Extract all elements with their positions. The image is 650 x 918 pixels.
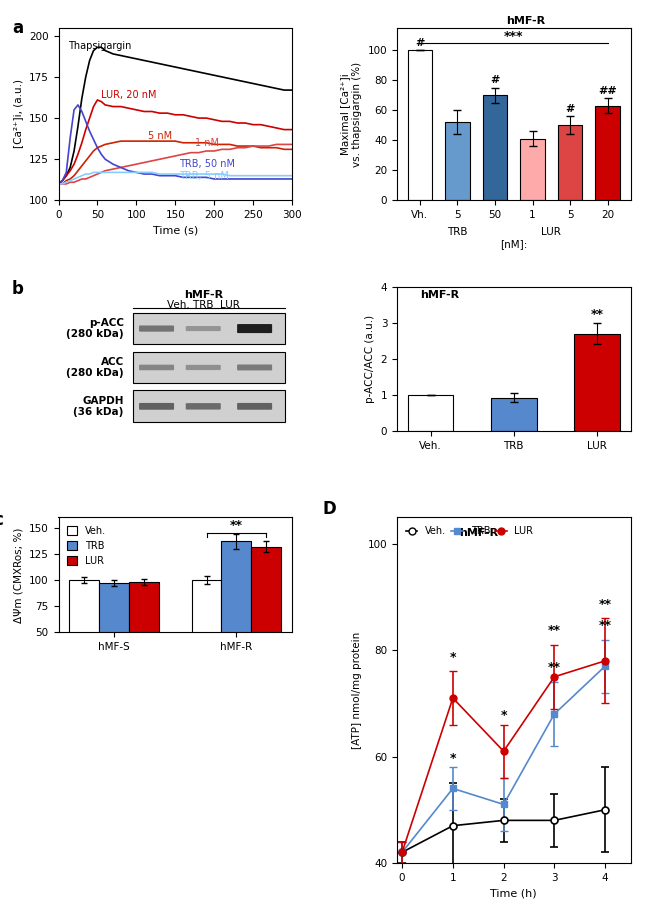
Text: LUR: LUR bbox=[541, 227, 561, 237]
Bar bbox=[129, 582, 159, 685]
Text: ACC
(280 kDa): ACC (280 kDa) bbox=[66, 357, 124, 378]
Y-axis label: ΔΨm (CMXRos; %): ΔΨm (CMXRos; %) bbox=[14, 527, 23, 622]
Bar bbox=[574, 333, 620, 431]
Bar bbox=[222, 542, 252, 685]
Text: Veh. TRB  LUR: Veh. TRB LUR bbox=[167, 300, 240, 309]
Text: #: # bbox=[490, 75, 500, 85]
Legend: Veh., TRB, LUR: Veh., TRB, LUR bbox=[63, 522, 110, 569]
Bar bbox=[595, 106, 620, 200]
Y-axis label: Maximal [Ca²⁺]i
vs. thapsigargin (%): Maximal [Ca²⁺]i vs. thapsigargin (%) bbox=[341, 62, 362, 166]
Text: a: a bbox=[12, 19, 23, 37]
FancyBboxPatch shape bbox=[186, 326, 221, 331]
FancyBboxPatch shape bbox=[237, 403, 272, 409]
FancyBboxPatch shape bbox=[139, 403, 174, 409]
FancyBboxPatch shape bbox=[133, 313, 285, 344]
X-axis label: [nM]:: [nM]: bbox=[500, 240, 527, 250]
Y-axis label: [Ca²⁺]i, (a.u.): [Ca²⁺]i, (a.u.) bbox=[14, 80, 23, 149]
Text: c: c bbox=[0, 511, 3, 530]
Y-axis label: p-ACC/ACC (a.u.): p-ACC/ACC (a.u.) bbox=[365, 315, 375, 403]
Bar bbox=[521, 139, 545, 200]
Text: #: # bbox=[415, 38, 424, 48]
X-axis label: Time (h): Time (h) bbox=[491, 889, 537, 898]
Bar bbox=[445, 122, 470, 200]
FancyBboxPatch shape bbox=[133, 390, 285, 422]
Y-axis label: [ATP] nmol/mg protein: [ATP] nmol/mg protein bbox=[352, 632, 362, 749]
Text: Thapsigargin: Thapsigargin bbox=[68, 41, 131, 50]
FancyBboxPatch shape bbox=[186, 364, 221, 370]
Text: **: ** bbox=[548, 662, 561, 675]
Text: hMF-R: hMF-R bbox=[184, 290, 223, 299]
Bar bbox=[192, 580, 222, 685]
Text: *: * bbox=[500, 710, 507, 722]
Text: ***: *** bbox=[504, 29, 523, 42]
Text: 5 nM: 5 nM bbox=[148, 131, 172, 141]
Legend: Veh., TRB, LUR: Veh., TRB, LUR bbox=[402, 522, 538, 540]
Text: **: ** bbox=[548, 624, 561, 637]
Text: TRB, 50 nM: TRB, 50 nM bbox=[179, 160, 235, 170]
FancyBboxPatch shape bbox=[237, 364, 272, 371]
Bar bbox=[491, 397, 537, 431]
Text: LUR, 20 nM: LUR, 20 nM bbox=[101, 90, 157, 100]
Text: *: * bbox=[450, 752, 456, 765]
X-axis label: Time (s): Time (s) bbox=[153, 226, 198, 236]
Text: **: ** bbox=[599, 598, 612, 610]
Text: ##: ## bbox=[598, 85, 617, 95]
Text: b: b bbox=[12, 280, 23, 297]
Bar bbox=[408, 50, 432, 200]
Bar bbox=[558, 125, 582, 200]
Text: **: ** bbox=[599, 619, 612, 632]
Bar bbox=[483, 95, 507, 200]
Text: **: ** bbox=[590, 308, 603, 321]
Text: TRB: TRB bbox=[447, 227, 467, 237]
Bar bbox=[99, 583, 129, 685]
FancyBboxPatch shape bbox=[237, 324, 272, 333]
Bar bbox=[408, 395, 454, 431]
Text: 1 nM: 1 nM bbox=[195, 138, 218, 148]
FancyBboxPatch shape bbox=[186, 403, 221, 409]
Text: **: ** bbox=[230, 519, 243, 532]
Bar bbox=[69, 580, 99, 685]
Text: D: D bbox=[322, 500, 336, 518]
FancyBboxPatch shape bbox=[139, 326, 174, 331]
Bar bbox=[252, 546, 281, 685]
Text: hMF-R: hMF-R bbox=[421, 290, 460, 300]
Text: p-ACC
(280 kDa): p-ACC (280 kDa) bbox=[66, 318, 124, 340]
FancyBboxPatch shape bbox=[133, 352, 285, 384]
Text: hMF-R: hMF-R bbox=[459, 528, 499, 538]
Text: *: * bbox=[450, 651, 456, 664]
Text: TRB, 5 nM: TRB, 5 nM bbox=[179, 171, 229, 181]
Text: #: # bbox=[566, 104, 575, 114]
Text: hMF-R: hMF-R bbox=[506, 17, 545, 26]
FancyBboxPatch shape bbox=[139, 364, 174, 370]
Text: GAPDH
(36 kDa): GAPDH (36 kDa) bbox=[73, 396, 124, 417]
